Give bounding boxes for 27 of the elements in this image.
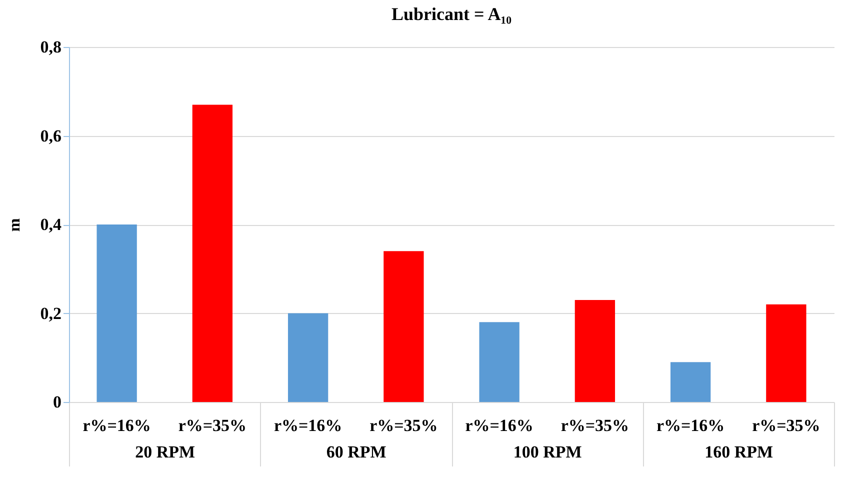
y-tick-label: 0,8 bbox=[40, 38, 62, 56]
bar bbox=[96, 224, 137, 402]
x-tick-label: 160 RPM bbox=[704, 442, 774, 462]
text: r%=35% bbox=[370, 416, 438, 435]
text: r%=35% bbox=[178, 416, 247, 435]
bar bbox=[192, 104, 233, 402]
series-label: r%=16% bbox=[465, 416, 534, 435]
y-tick-label: 0 bbox=[53, 392, 62, 412]
chart-title: Lubricant = A₁₀ bbox=[391, 4, 512, 24]
x-tick-label: 60 RPM bbox=[326, 442, 386, 462]
y-tick-label: 0,4 bbox=[40, 215, 62, 234]
bar bbox=[670, 362, 711, 402]
text: r%=16% bbox=[82, 416, 151, 435]
bar bbox=[574, 300, 616, 402]
x-tick-label: 100 RPM bbox=[513, 442, 582, 462]
y-tick-label: 0,6 bbox=[40, 126, 62, 146]
x-tick-label: 20 RPM bbox=[135, 442, 196, 462]
y-tick-label: 0,2 bbox=[40, 304, 62, 323]
text: r%=16% bbox=[274, 416, 342, 435]
bar bbox=[766, 304, 806, 402]
series-label: r%=35% bbox=[560, 416, 630, 435]
text: r%=16% bbox=[656, 416, 725, 435]
bar bbox=[288, 313, 328, 402]
bar bbox=[384, 251, 424, 402]
bar bbox=[479, 322, 520, 402]
y-axis-title: m bbox=[6, 218, 24, 232]
text: r%=35% bbox=[752, 416, 820, 435]
